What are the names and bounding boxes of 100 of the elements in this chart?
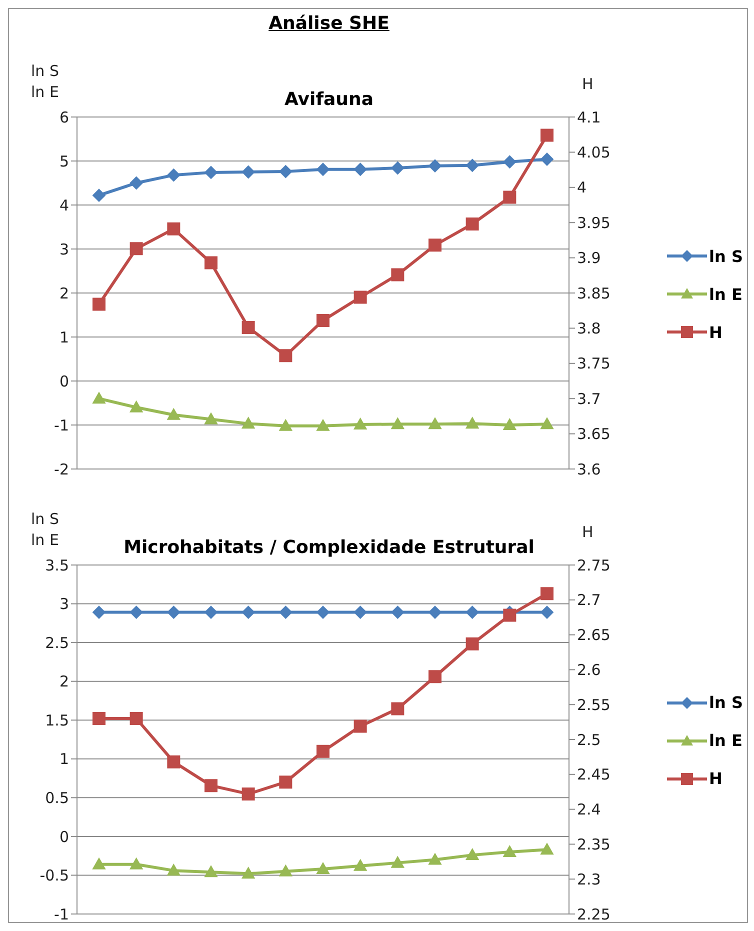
y2-tick-label: 2.7 [577,591,601,610]
point [391,418,404,430]
chart-subtitle: Avifauna [284,89,374,110]
y2-tick-label: 2.5 [577,730,601,749]
y2-tick-label: 3.6 [577,460,601,478]
y-tick-label: 0 [59,828,69,846]
point [242,606,255,619]
point [540,128,554,142]
y2-tick-label: 2.3 [577,870,601,888]
y-tick-label: 0.5 [45,788,69,807]
point [503,608,516,622]
point [242,417,255,429]
point [540,587,554,600]
y2-tick-label: 3.65 [577,425,610,444]
y2-tick-label: 4 [577,178,587,197]
y2-tick-label: 3.85 [577,284,610,302]
point [354,418,367,430]
y2-tick-label: 2.25 [577,905,610,924]
point [167,606,180,619]
y2-tick-label: 2.65 [577,626,610,644]
y2-tick-label: 4.1 [577,108,601,126]
point [204,779,218,792]
point [167,168,180,182]
point [279,606,292,619]
point [466,606,479,619]
point [242,320,255,334]
point [92,188,106,202]
point [204,412,218,424]
point [204,866,218,878]
y-tick-label: 2.5 [45,634,69,652]
point [540,152,554,166]
point [130,858,143,870]
point [428,418,442,430]
point [503,845,516,857]
point [466,218,479,231]
point [279,864,292,876]
y-tick-label: 4 [59,196,69,214]
y-tick-label: 3 [59,595,69,614]
legend-label: ln E [709,731,742,750]
y-tick-label: 0 [59,372,69,390]
point [204,256,218,270]
point [391,702,404,716]
point [204,606,218,619]
y-tick-label: -2 [54,460,69,478]
y-tick-label: 2 [59,284,69,302]
y2-axis-title: H [582,75,594,93]
y-tick-label: 1.5 [45,711,69,730]
point [279,776,292,789]
point [354,720,367,733]
point [242,787,255,800]
y-tick-label: 6 [59,108,69,126]
point [466,637,479,650]
point [391,162,404,175]
y-tick-label: 3 [59,240,69,258]
point [242,867,255,879]
legend-label: ln S [709,246,743,266]
y-tick-label: -1 [54,905,69,924]
point [428,606,442,619]
point [130,242,143,256]
y-tick-label: 1 [59,750,69,768]
y2-tick-label: 2.35 [577,836,610,854]
point [428,159,442,172]
point [279,349,292,362]
point [540,418,554,430]
point [540,606,554,619]
legend-label: H [709,322,722,342]
y2-axis-title: H [582,523,594,541]
y2-tick-label: 2.75 [577,556,610,574]
point [167,755,180,768]
point [391,856,404,868]
y2-tick-label: 3.9 [577,249,601,268]
point [167,864,180,876]
y-tick-label: -0.5 [40,866,69,885]
point [92,606,106,619]
point [503,155,516,168]
point [354,162,367,176]
point [503,418,516,430]
point [204,166,218,179]
point [316,744,330,758]
y2-tick-label: 2.4 [577,800,601,819]
legend-label: H [709,769,722,788]
point [428,670,442,684]
point [316,606,330,619]
point [92,712,106,726]
point [92,392,106,404]
point [92,298,106,311]
point [466,158,479,172]
y-axis-title: ln S ln E [31,509,59,551]
point [354,290,367,304]
point [540,843,554,855]
point [316,314,330,327]
y-tick-label: 5 [59,152,69,170]
point [279,165,292,178]
chart-title: Microhabitats / Complexidade Estrutural [124,537,534,558]
y2-tick-label: 3.8 [577,320,601,338]
point [279,419,292,431]
point [130,176,143,190]
chart-title: Análise SHE [268,13,390,34]
y2-tick-label: 2.45 [577,766,610,784]
legend-label: ln S [709,693,743,712]
